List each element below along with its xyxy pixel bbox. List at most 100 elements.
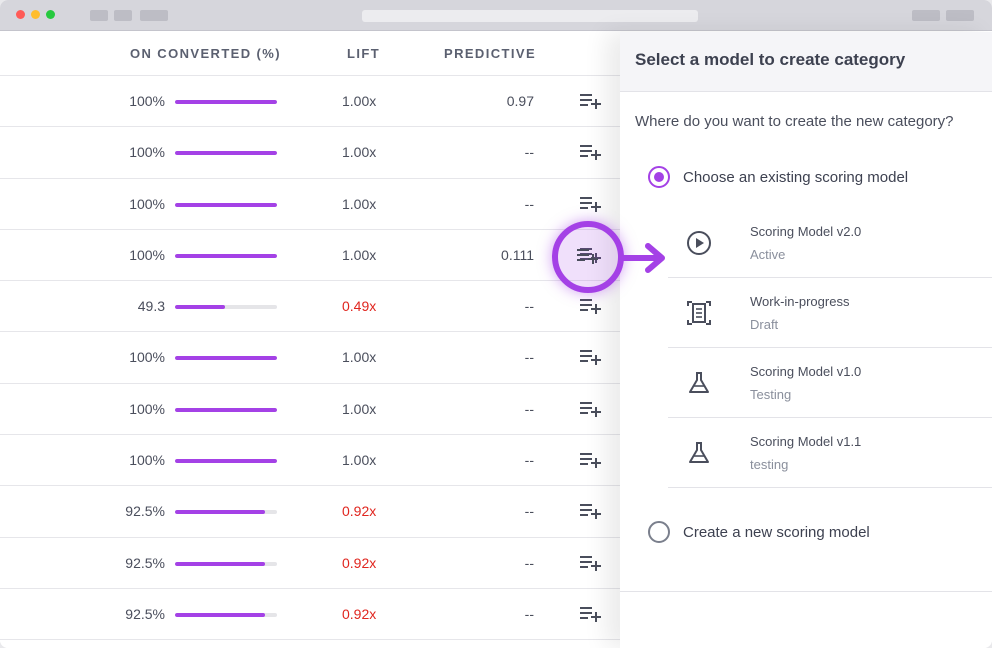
lift-value: 1.00x [342,349,377,366]
model-status: Testing [750,387,792,402]
predictive-value: -- [524,400,534,417]
address-bar[interactable] [362,10,698,22]
table-row: 100% 1.00x -- [0,384,620,436]
model-status: Draft [750,317,779,332]
conversion-value: 100% [129,400,165,417]
model-status: Active [750,247,786,262]
model-name: Scoring Model v1.1 [750,434,862,449]
conversion-bar [175,151,277,156]
add-to-category-icon[interactable] [580,92,602,110]
conversion-bar-fill [175,561,265,566]
radio-existing-model[interactable] [648,166,670,188]
lift-value: 1.00x [342,246,377,263]
predictive-value: -- [524,605,534,622]
table-row: 100% 1.00x -- [0,435,620,487]
add-to-category-icon[interactable] [580,400,602,418]
back-button[interactable] [90,10,108,21]
highlighted-add-to-category-button[interactable] [552,221,624,293]
predictive-value: -- [524,554,534,571]
model-list-item[interactable]: Scoring Model v1.1 testing [668,418,992,488]
add-to-category-icon[interactable] [580,605,602,623]
add-to-category-icon[interactable] [580,143,602,161]
conversion-value: 49.3 [137,298,165,315]
predictive-value: -- [524,503,534,520]
conversion-value: 92.5% [125,605,165,622]
predictive-value: -- [524,298,534,315]
table-header: ON CONVERTED (%) LIFT PREDICTIVE [0,32,620,76]
table-row: 100% 1.00x -- [0,127,620,179]
model-name: Work-in-progress [750,294,850,309]
add-to-category-icon[interactable] [580,502,602,520]
panel-question: Where do you want to create the new cate… [635,113,954,130]
predictive-value: -- [524,452,534,469]
conversion-bar-fill [175,151,277,156]
data-table: ON CONVERTED (%) LIFT PREDICTIVE 100% 1.0… [0,32,620,648]
radio-new-model-label[interactable]: Create a new scoring model [683,524,870,541]
conversion-bar [175,407,277,412]
predictive-value: -- [524,195,534,212]
predictive-value: 0.97 [506,93,534,109]
table-row: 100% 1.00x 0.111 [0,230,620,282]
lift-value: 1.00x [342,144,377,161]
toolbar-button[interactable] [140,10,168,21]
lift-value: 0.49x [342,298,377,315]
conversion-value: 100% [129,93,165,109]
model-list-item[interactable]: Scoring Model v1.0 Testing [668,348,992,418]
flask-icon [686,370,712,396]
add-to-category-icon[interactable] [580,451,602,469]
play-circle-icon [686,230,712,256]
flask-icon [686,440,712,466]
minimize-window-button[interactable] [31,10,40,19]
toolbar-button-right-2[interactable] [946,10,974,21]
table-row: 92.5% 0.92x -- [0,538,620,589]
conversion-bar-fill [175,202,277,207]
conversion-bar [175,305,277,310]
conversion-bar-fill [175,612,265,617]
panel-header: Select a model to create category [620,32,992,92]
conversion-bar-fill [175,407,277,412]
lift-value: 0.92x [342,503,377,520]
table-row: 100% 1.00x -- [0,332,620,384]
model-list-item[interactable]: Work-in-progress Draft [668,278,992,348]
lift-value: 1.00x [342,452,377,469]
conversion-value: 92.5% [125,503,165,520]
conversion-bar-fill [175,100,277,104]
model-list: Scoring Model v2.0 Active Work-in-progress… [668,208,992,488]
conversion-value: 100% [129,195,165,212]
model-list-item[interactable]: Scoring Model v2.0 Active [668,208,992,278]
lift-value: 1.00x [342,93,377,109]
forward-button[interactable] [114,10,132,21]
add-to-category-icon[interactable] [580,297,602,315]
add-to-category-icon[interactable] [580,195,602,213]
conversion-bar-fill [175,253,277,258]
document-icon [686,300,712,326]
conversion-bar-fill [175,356,277,361]
conversion-bar [175,253,277,258]
close-window-button[interactable] [16,10,25,19]
conversion-value: 100% [129,349,165,366]
column-header-predictive[interactable]: PREDICTIVE [444,46,537,61]
maximize-window-button[interactable] [46,10,55,19]
add-to-category-icon[interactable] [580,554,602,572]
select-model-panel: Select a model to create category Where … [620,32,992,648]
add-to-category-icon[interactable] [580,348,602,366]
predictive-value: -- [524,144,534,161]
conversion-bar-fill [175,459,277,464]
lift-value: 1.00x [342,195,377,212]
column-header-lift[interactable]: LIFT [347,46,381,61]
table-row: 100% 1.00x 0.97 [0,76,620,128]
radio-existing-model-label[interactable]: Choose an existing scoring model [683,169,909,186]
toolbar-button-right-1[interactable] [912,10,940,21]
column-header-conversion[interactable]: ON CONVERTED (%) [130,46,281,61]
model-name: Scoring Model v1.0 [750,364,862,379]
table-row: 92.5% 0.92x -- [0,589,620,641]
table-row: 100% 1.00x -- [0,179,620,230]
conversion-bar [175,612,277,617]
conversion-value: 92.5% [125,554,165,571]
lift-value: 1.00x [342,400,377,417]
radio-new-model[interactable] [648,521,670,543]
lift-value: 0.92x [342,554,377,571]
conversion-bar [175,202,277,207]
model-status: testing [750,457,789,472]
table-row: 49.3 0.49x -- [0,281,620,333]
